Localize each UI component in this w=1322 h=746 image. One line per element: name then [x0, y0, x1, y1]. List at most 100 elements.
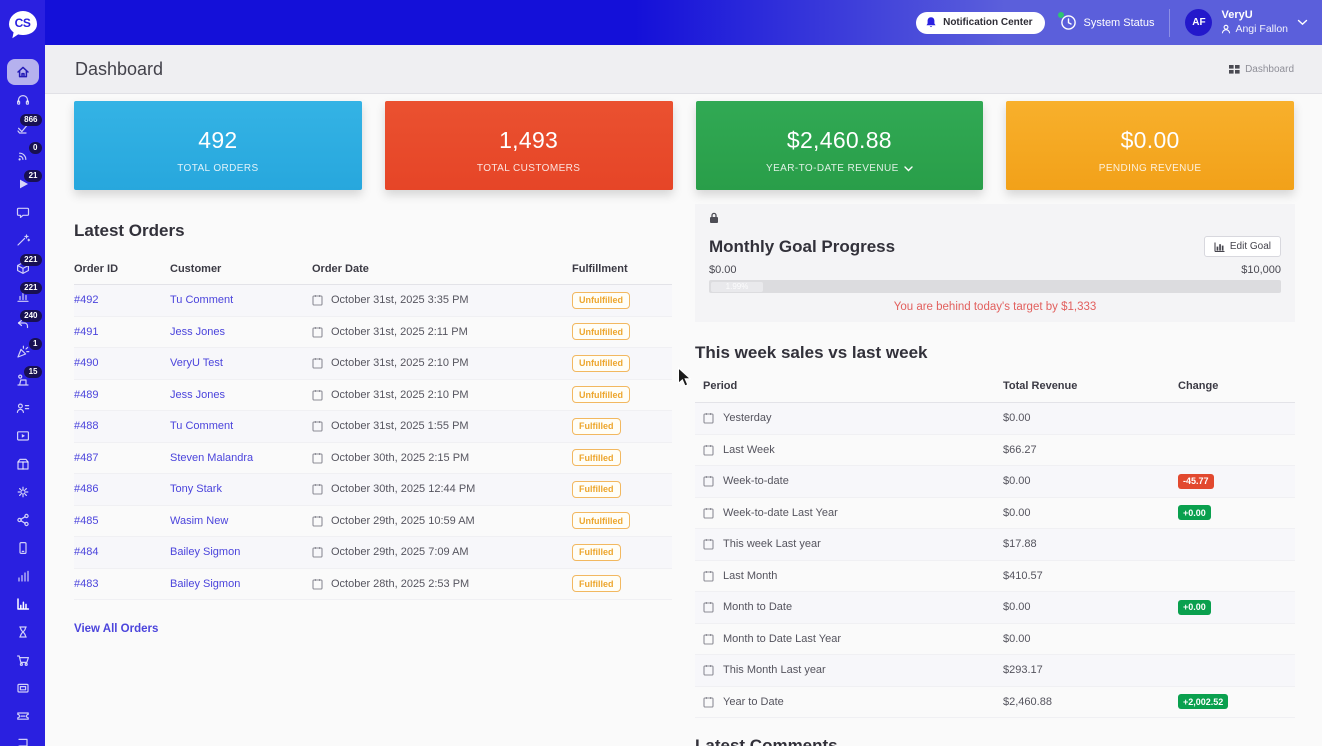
sidebar-item-mobile[interactable] [0, 534, 45, 562]
order-id-link[interactable]: #483 [74, 577, 99, 590]
page-title: Dashboard [75, 59, 164, 79]
latest-orders-section: Latest Orders Order ID Customer Order Da… [74, 221, 672, 637]
sidebar-item-giftcards[interactable] [0, 674, 45, 702]
week-sales-title: This week sales vs last week [695, 343, 928, 362]
goal-progress-bar: 1.99% [709, 280, 1281, 293]
card-pending-revenue: $0.00 PENDING REVENUE [1006, 101, 1294, 190]
sidebar-item-settings[interactable] [0, 478, 45, 506]
table-row: Week-to-date $0.00 -45.77 [695, 466, 1295, 498]
sidebar-item-media[interactable]: 21 [0, 170, 45, 198]
calendar-icon [312, 547, 323, 558]
hand-chart-icon [16, 292, 29, 302]
calendar-icon [703, 633, 714, 645]
badge-approvals: 866 [19, 114, 42, 126]
fulfillment-badge: Unfulfilled [572, 386, 630, 404]
period-label: Last Week [723, 443, 775, 456]
order-id-link[interactable]: #488 [74, 420, 99, 433]
order-id-link[interactable]: #491 [74, 325, 99, 338]
badge-stats: 221 [19, 282, 42, 294]
table-row: Yesterday $0.00 [695, 403, 1295, 435]
customer-link[interactable]: Tony Stark [170, 483, 222, 496]
user-menu[interactable]: AF VeryU Angi Fallon [1185, 9, 1308, 36]
check-icon [16, 124, 28, 134]
sidebar-item-promotions[interactable]: 1 [0, 338, 45, 366]
return-arrow-icon [17, 319, 28, 329]
order-date: October 29th, 2025 7:09 AM [331, 546, 469, 559]
customer-link[interactable]: Wasim New [170, 514, 229, 527]
customer-link[interactable]: VeryU Test [170, 357, 223, 370]
table-row: Week-to-date Last Year $0.00 +0.00 [695, 498, 1295, 529]
play-icon [19, 179, 28, 189]
sidebar-item-approvals[interactable]: 866 [0, 114, 45, 142]
sidebar-item-products[interactable] [0, 450, 45, 478]
sidebar-item-orders[interactable]: 221 [0, 254, 45, 282]
table-row: #490 VeryU Test October 31st, 2025 2:10 … [74, 348, 672, 380]
status-dot [1057, 12, 1064, 18]
customer-link[interactable]: Steven Malandra [170, 451, 254, 464]
change-badge: +0.00 [1178, 599, 1211, 615]
table-row: Month to Date $0.00 +0.00 [695, 592, 1295, 624]
bell-icon [926, 17, 936, 28]
sidebar-item-home[interactable] [0, 58, 45, 86]
edit-goal-button[interactable]: Edit Goal [1203, 236, 1281, 257]
sidebar-item-coupons[interactable] [0, 702, 45, 730]
chevron-down-icon[interactable] [1297, 19, 1308, 26]
order-id-link[interactable]: #484 [74, 546, 99, 559]
calendar-icon [312, 326, 323, 338]
sidebar-item-support[interactable] [0, 86, 45, 114]
sidebar-item-docs[interactable] [0, 730, 45, 746]
active-item-pill [6, 59, 39, 85]
view-all-orders-link[interactable]: View All Orders [74, 623, 159, 635]
order-id-link[interactable]: #486 [74, 483, 99, 496]
revenue-value: $293.17 [1003, 664, 1043, 677]
order-id-link[interactable]: #492 [74, 294, 99, 307]
chevron-down-icon[interactable] [904, 165, 913, 172]
sidebar-item-returns[interactable]: 240 [0, 310, 45, 338]
person-icon [1222, 25, 1231, 34]
goal-warning-text: You are behind today's target by $1,333 [893, 301, 1097, 313]
sidebar-item-messages[interactable] [0, 198, 45, 226]
revenue-value: $0.00 [1003, 475, 1031, 488]
sidebar: 866 0 21 221 221 240 1 15 [0, 45, 45, 746]
notification-center-button[interactable]: Notification Center [916, 11, 1045, 34]
customer-link[interactable]: Bailey Sigmon [170, 546, 241, 559]
sidebar-item-broadcast[interactable]: 0 [0, 142, 45, 170]
sidebar-item-cart[interactable] [0, 646, 45, 674]
customer-link[interactable]: Jess Jones [170, 325, 226, 338]
total-orders-value: 492 [198, 127, 238, 153]
order-id-link[interactable]: #485 [74, 514, 99, 527]
sidebar-item-automation[interactable] [0, 226, 45, 254]
sidebar-item-stats[interactable]: 221 [0, 282, 45, 310]
avatar: AF [1185, 9, 1213, 36]
customer-link[interactable]: Tu Comment [170, 420, 234, 433]
system-status[interactable]: System Status [1057, 12, 1154, 31]
sidebar-item-growth[interactable] [0, 562, 45, 590]
sidebar-item-training[interactable]: 15 [0, 366, 45, 394]
calendar-icon [703, 476, 714, 487]
table-row: #489 Jess Jones October 31st, 2025 2:10 … [74, 380, 672, 411]
broadcast-icon [18, 152, 26, 161]
sidebar-item-videos[interactable] [0, 422, 45, 450]
badge-broadcast: 0 [28, 142, 42, 154]
table-row: Last Month $410.57 [695, 561, 1295, 592]
order-id-link[interactable]: #487 [74, 451, 99, 464]
hourglass-icon [18, 626, 27, 638]
sidebar-item-history[interactable] [0, 618, 45, 646]
ytd-revenue-value: $2,460.88 [786, 127, 892, 153]
app-logo[interactable]: CS [0, 0, 45, 45]
customer-link[interactable]: Jess Jones [170, 388, 226, 401]
topbar-divider [1169, 8, 1171, 37]
customer-link[interactable]: Bailey Sigmon [170, 577, 241, 590]
sidebar-item-analytics[interactable] [0, 590, 45, 618]
order-id-link[interactable]: #489 [74, 388, 99, 401]
ticket-icon [16, 712, 29, 720]
sidebar-item-contacts[interactable] [0, 394, 45, 422]
calendar-icon [703, 444, 714, 456]
period-label: Week-to-date Last Year [723, 506, 838, 519]
calendar-icon [703, 570, 714, 582]
customer-link[interactable]: Tu Comment [170, 294, 234, 307]
sidebar-item-integrations[interactable] [0, 506, 45, 534]
table-row: #491 Jess Jones October 31st, 2025 2:11 … [74, 317, 672, 348]
right-column: Monthly Goal Progress Edit Goal $0.00 $1… [695, 204, 1295, 746]
order-id-link[interactable]: #490 [74, 357, 99, 370]
